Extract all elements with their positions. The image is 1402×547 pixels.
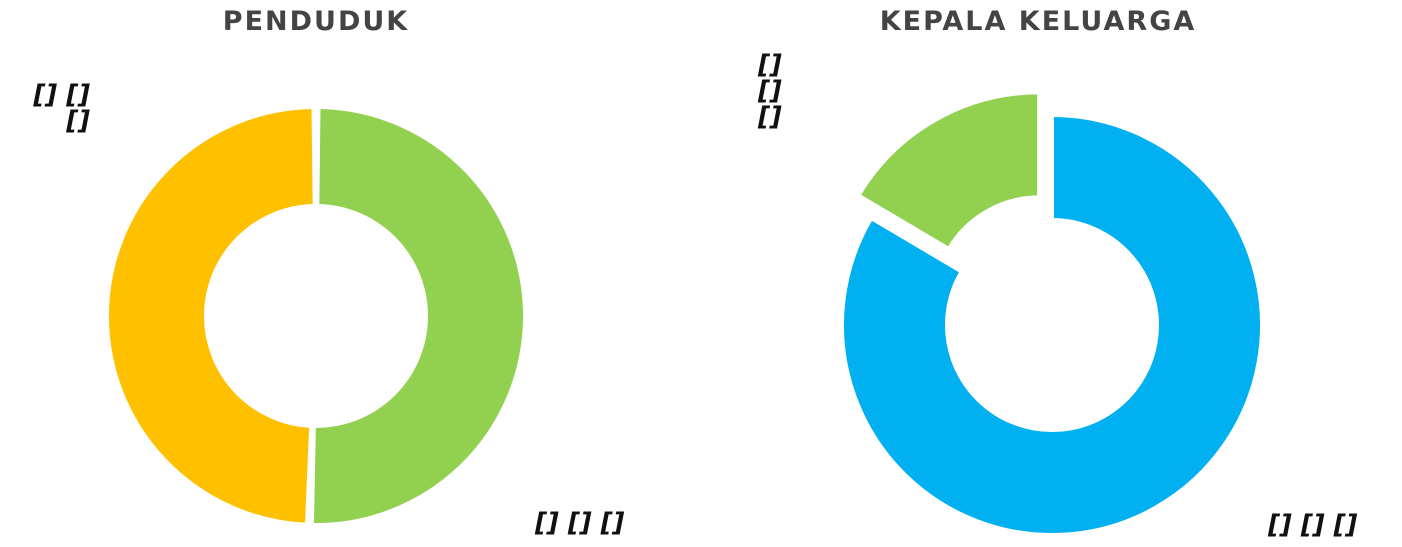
data-label-kk-blue: [] [] [] bbox=[1268, 510, 1358, 540]
chart-title-kepala-keluarga: Kepala Keluarga bbox=[879, 6, 1197, 37]
data-label-kk-green: [] [] [] bbox=[758, 50, 782, 132]
data-label-penduduk-yellow: [] [] [] bbox=[33, 80, 90, 136]
donut-slice-kepala-keluarga-1 bbox=[855, 90, 1042, 252]
donut-penduduk bbox=[105, 104, 528, 527]
donut-slice-penduduk-0 bbox=[309, 104, 528, 527]
donut-slice-kepala-keluarga-0 bbox=[840, 112, 1264, 537]
chart-penduduk: Penduduk [] [] [] [] [] [] bbox=[0, 0, 700, 547]
chart-kepala-keluarga: Kepala Keluarga [] [] [] [] [] [] bbox=[700, 0, 1402, 547]
donut-slice-penduduk-1 bbox=[105, 104, 317, 527]
data-label-penduduk-green: [] [] [] bbox=[535, 508, 625, 538]
donut-kepala-keluarga bbox=[840, 90, 1264, 537]
chart-title-penduduk: Penduduk bbox=[222, 6, 410, 37]
